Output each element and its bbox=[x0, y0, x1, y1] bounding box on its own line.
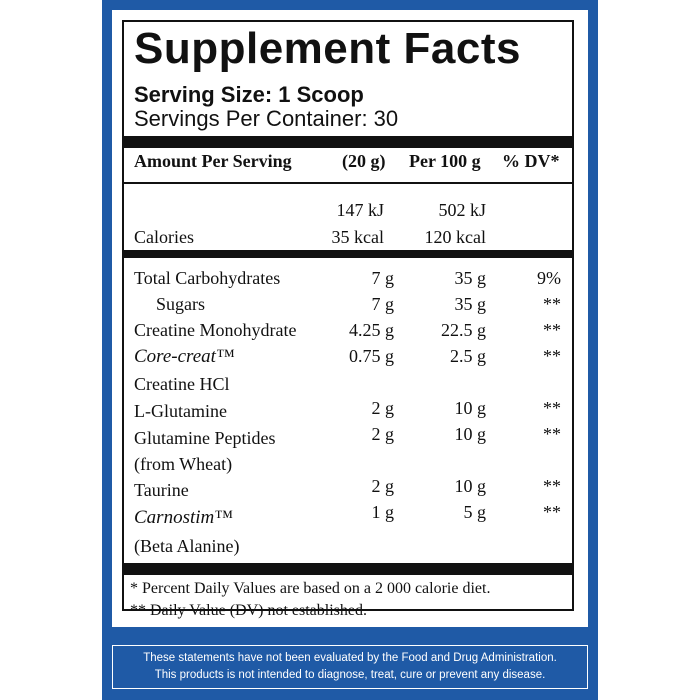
nutrient-per100: 10 g bbox=[454, 424, 487, 444]
header-dv: % DV* bbox=[502, 151, 560, 171]
nutrient-serving: 4.25 g bbox=[349, 320, 394, 340]
nutrient-name: Glutamine Peptides bbox=[134, 428, 276, 448]
calories-label: Calories bbox=[134, 227, 194, 247]
energy-kcal-serving: 35 kcal bbox=[331, 227, 384, 247]
supplement-facts-box: Supplement Facts Serving Size: 1 Scoop S… bbox=[122, 20, 574, 619]
nutrient-dv: ** bbox=[543, 424, 561, 444]
header-per-serving: (20 g) bbox=[342, 151, 386, 171]
footnote-dv-not-established: ** Daily Value (DV) not established. bbox=[130, 602, 367, 619]
divider-mid bbox=[124, 250, 572, 258]
header-per-100: Per 100 g bbox=[409, 151, 481, 171]
energy-kj-100: 502 kJ bbox=[438, 200, 486, 220]
nutrient-name: Core-creat™ bbox=[134, 346, 235, 367]
nutrient-per100: 10 g bbox=[454, 398, 487, 418]
panel-title: Supplement Facts bbox=[134, 24, 521, 73]
nutrient-per100: 5 g bbox=[463, 502, 487, 522]
nutrient-per100: 2.5 g bbox=[450, 346, 486, 366]
nutrient-dv: ** bbox=[543, 320, 561, 340]
nutrient-serving: 0.75 g bbox=[349, 346, 394, 366]
nutrient-per100: 22.5 g bbox=[441, 320, 486, 340]
header-amount: Amount Per Serving bbox=[134, 151, 292, 171]
divider-thin bbox=[124, 182, 572, 184]
nutrient-name: Sugars bbox=[156, 294, 205, 314]
supplement-facts-panel: Supplement Facts Serving Size: 1 Scoop S… bbox=[112, 10, 588, 627]
nutrient-per100: 10 g bbox=[454, 476, 487, 496]
nutrient-per100: 35 g bbox=[454, 268, 487, 288]
nutrient-name: L-Glutamine bbox=[134, 401, 227, 421]
nutrient-dv: 9% bbox=[537, 268, 561, 288]
nutrient-serving: 2 g bbox=[371, 476, 395, 496]
nutrient-dv: ** bbox=[543, 346, 561, 366]
nutrient-serving: 2 g bbox=[371, 398, 395, 418]
footnote-percent-dv: * Percent Daily Values are based on a 2 … bbox=[130, 580, 491, 597]
nutrient-name-line2: Creatine HCl bbox=[134, 374, 230, 394]
divider-thick-bottom bbox=[124, 563, 572, 575]
energy-kcal-100: 120 kcal bbox=[424, 227, 486, 247]
nutrient-dv: ** bbox=[543, 502, 561, 522]
nutrient-serving: 2 g bbox=[371, 424, 395, 444]
nutrient-name-line2: (from Wheat) bbox=[134, 454, 233, 474]
serving-size: Serving Size: 1 Scoop bbox=[134, 82, 364, 107]
disclaimer-line-1: These statements have not been evaluated… bbox=[143, 652, 557, 664]
nutrient-name: Carnostim™ bbox=[134, 507, 233, 528]
divider-thick bbox=[124, 136, 572, 148]
nutrient-name-line2: (Beta Alanine) bbox=[134, 536, 240, 556]
fda-disclaimer: These statements have not been evaluated… bbox=[112, 645, 588, 689]
nutrient-name: Total Carbohydrates bbox=[134, 268, 281, 288]
nutrient-dv: ** bbox=[543, 476, 561, 496]
nutrient-dv: ** bbox=[543, 398, 561, 418]
nutrient-serving: 7 g bbox=[371, 268, 395, 288]
nutrient-dv: ** bbox=[543, 294, 561, 314]
nutrient-serving: 7 g bbox=[371, 294, 395, 314]
servings-per-container: Servings Per Container: 30 bbox=[134, 106, 399, 131]
energy-kj-serving: 147 kJ bbox=[336, 200, 384, 220]
nutrient-per100: 35 g bbox=[454, 294, 487, 314]
nutrient-name: Taurine bbox=[134, 480, 189, 500]
nutrient-serving: 1 g bbox=[371, 502, 395, 522]
nutrient-name: Creatine Monohydrate bbox=[134, 320, 297, 340]
disclaimer-line-2: This products is not intended to diagnos… bbox=[154, 669, 546, 681]
